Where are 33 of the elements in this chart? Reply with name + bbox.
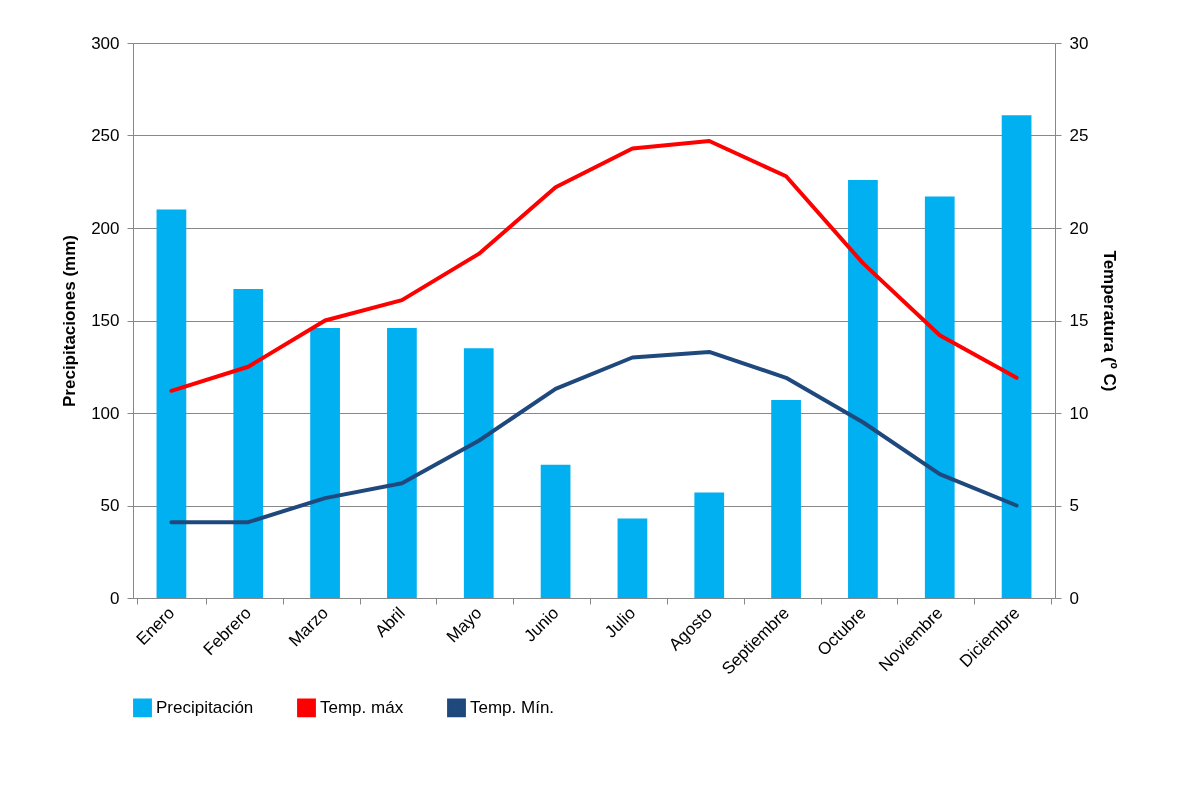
y-tick-label: 250 (91, 126, 120, 145)
bar (617, 518, 648, 598)
legend-label: Precipitación (156, 697, 254, 717)
bar (924, 196, 955, 598)
y2-axis-title: Temperatura (º C) (1100, 250, 1120, 392)
bar (156, 209, 187, 598)
bar (233, 289, 264, 598)
bar (694, 492, 725, 598)
y2-tick-label: 10 (1069, 403, 1089, 423)
line-series (169, 139, 1019, 393)
y2-tick-label: 5 (1069, 496, 1079, 515)
y2-tick-label: 0 (1069, 588, 1079, 608)
y-tick-label: 200 (91, 218, 120, 238)
y2-tick-label: 25 (1069, 126, 1089, 145)
bar (463, 348, 494, 598)
legend-label: Temp. Mín. (470, 697, 555, 717)
y-tick-label: 100 (91, 403, 120, 423)
y-axis-title: Precipitaciones (mm) (60, 235, 80, 407)
y2-tick-label: 30 (1069, 33, 1089, 53)
bar (1001, 115, 1032, 598)
bar (387, 327, 417, 598)
legend-label: Temp. máx (320, 697, 404, 717)
bar (310, 327, 340, 598)
bar (540, 464, 571, 598)
y-tick-label: 50 (100, 496, 120, 515)
y2-tick-label: 20 (1069, 218, 1089, 238)
bar (771, 400, 801, 598)
y-tick-label: 300 (91, 33, 120, 53)
y2-tick-label: 15 (1069, 311, 1089, 330)
bar (848, 179, 878, 598)
y-tick-label: 0 (110, 588, 120, 608)
line-series (169, 349, 1019, 525)
y-tick-label: 150 (91, 311, 120, 330)
